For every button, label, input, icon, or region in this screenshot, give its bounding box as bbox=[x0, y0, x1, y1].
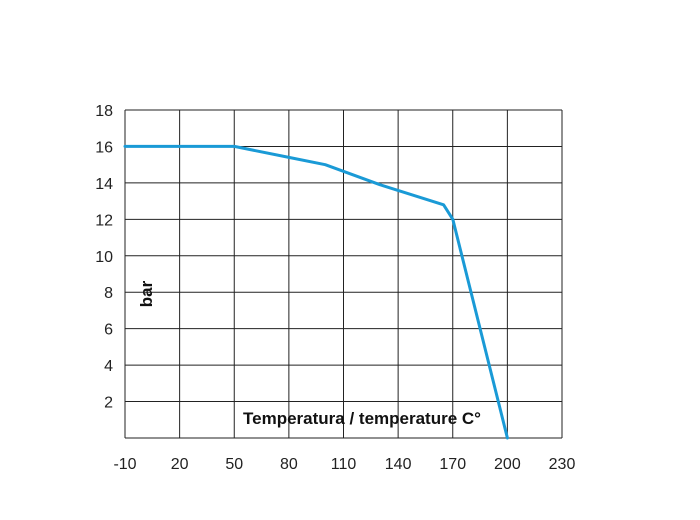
x-axis-ticks: -10 20 50 80 110 140 170 200 230 bbox=[113, 456, 575, 473]
x-tick-label: 50 bbox=[225, 456, 243, 473]
x-tick-label: 20 bbox=[171, 456, 189, 473]
y-tick-label: 12 bbox=[95, 212, 113, 229]
y-tick-label: 8 bbox=[104, 285, 113, 302]
y-axis-label: bar bbox=[137, 280, 156, 307]
x-tick-label: 80 bbox=[280, 456, 298, 473]
y-tick-label: 4 bbox=[104, 358, 113, 375]
y-tick-label: 16 bbox=[95, 139, 113, 156]
y-axis-ticks: 2 4 6 8 10 12 14 16 18 bbox=[95, 103, 113, 412]
x-tick-label: -10 bbox=[113, 456, 136, 473]
y-tick-label: 2 bbox=[104, 395, 113, 412]
y-tick-label: 10 bbox=[95, 249, 113, 266]
x-tick-label: 140 bbox=[385, 456, 412, 473]
y-tick-label: 6 bbox=[104, 322, 113, 339]
x-tick-label: 110 bbox=[331, 456, 357, 473]
y-tick-label: 18 bbox=[95, 103, 113, 120]
y-tick-label: 14 bbox=[95, 176, 113, 193]
x-axis-label: Temperatura / temperature C° bbox=[243, 409, 481, 428]
series-line bbox=[123, 144, 509, 440]
grid bbox=[124, 109, 563, 439]
x-tick-label: 170 bbox=[439, 456, 466, 473]
series-layer bbox=[123, 144, 509, 440]
x-tick-label: 230 bbox=[549, 456, 576, 473]
x-tick-label: 200 bbox=[494, 456, 521, 473]
